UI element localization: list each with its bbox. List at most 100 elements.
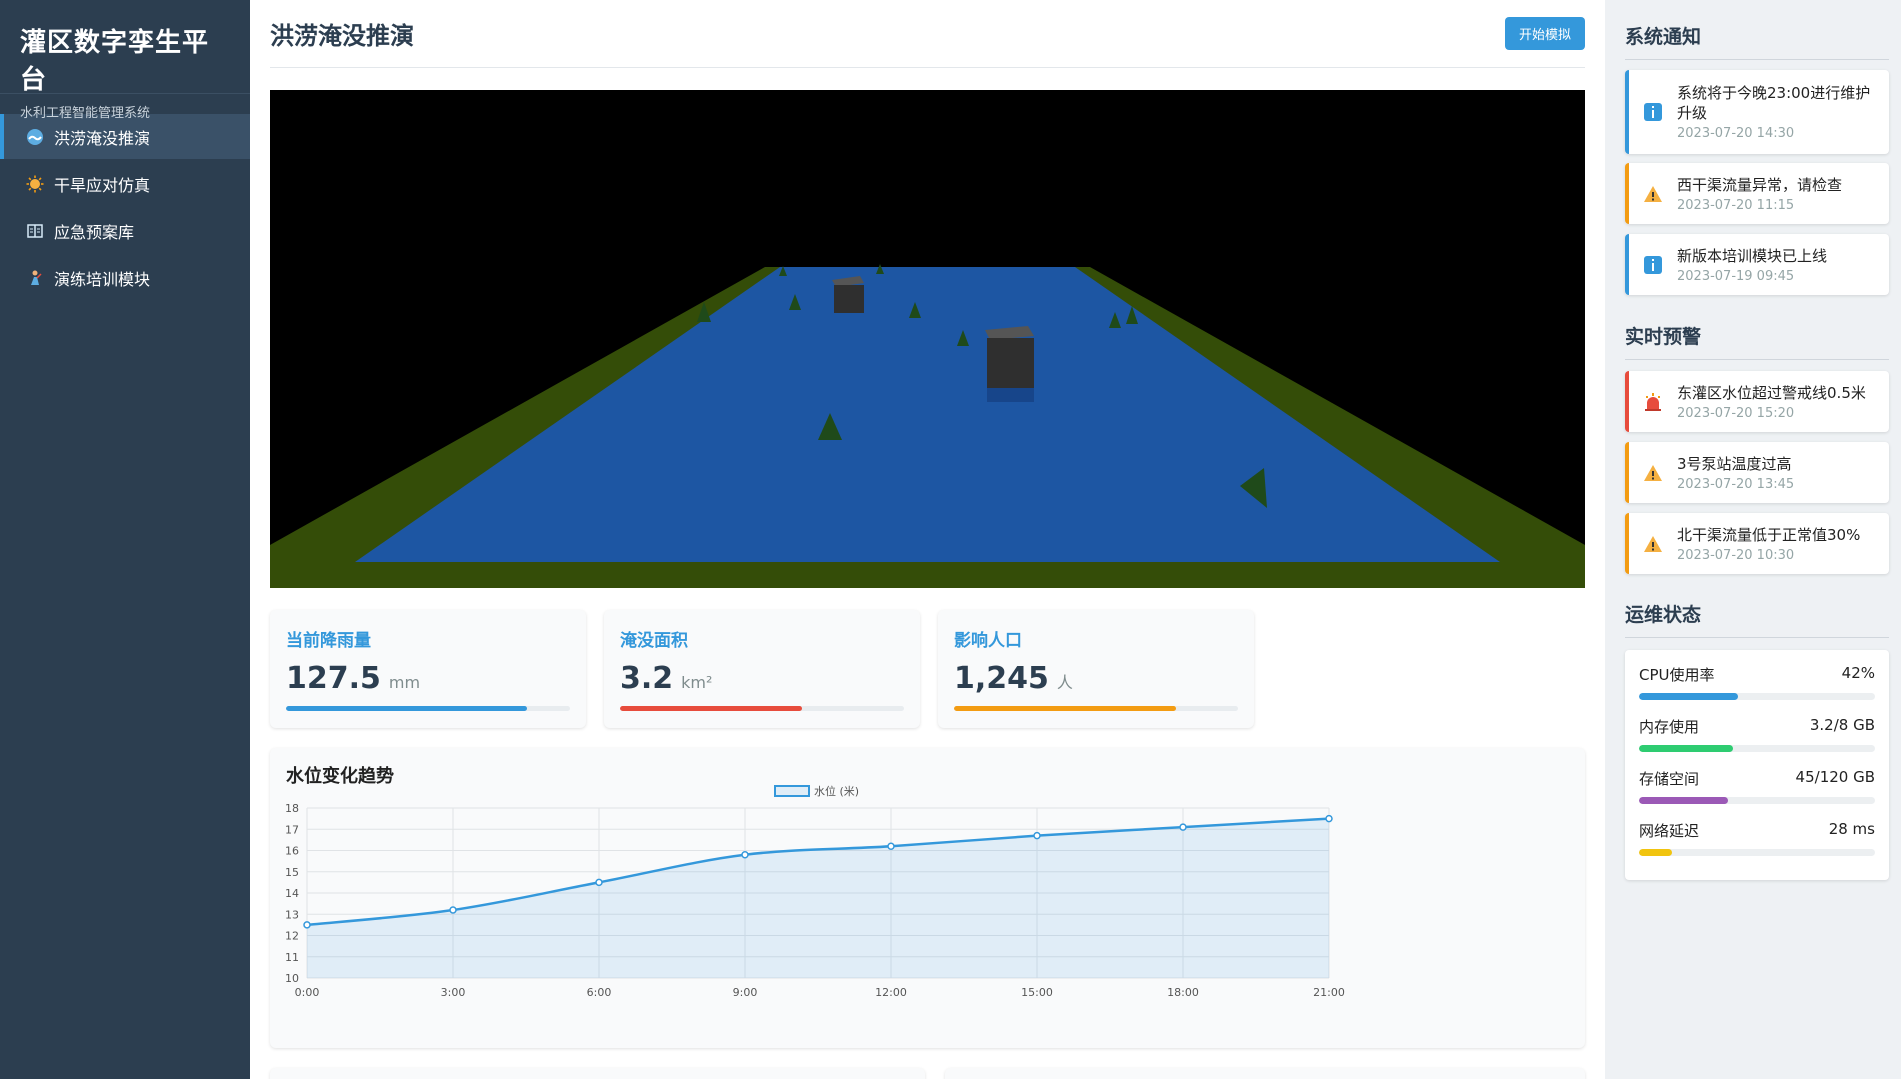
- y-tick-label: 14: [285, 887, 299, 900]
- stat-progress-bar: [620, 706, 904, 711]
- warning-icon: [1641, 534, 1665, 554]
- water-level-chart: 10 11 12 13 14 15 16 17 18 0:00 3:00 6:00 9:00 12:00 1…: [285, 784, 1345, 999]
- brand-title: 灌区数字孪生平台: [20, 28, 210, 95]
- sidebar-item-training[interactable]: 演练培训模块: [0, 255, 250, 300]
- alert-item[interactable]: 北干渠流量低于正常值30% 2023-07-20 10:30: [1625, 513, 1889, 574]
- sidebar-item-label: 演练培训模块: [54, 269, 151, 289]
- x-tick-label: 21:00: [1313, 986, 1345, 999]
- alert-text: 东灌区水位超过警戒线0.5米: [1677, 383, 1866, 402]
- sidebar-item-label: 应急预案库: [54, 222, 135, 242]
- y-tick-label: 11: [285, 951, 299, 964]
- y-tick-label: 13: [285, 908, 299, 921]
- y-tick-label: 10: [285, 972, 299, 985]
- stat-progress-bar: [954, 706, 1238, 711]
- stat-label: 当前降雨量: [286, 631, 371, 651]
- stat-value: 127.5: [286, 661, 381, 696]
- data-point: [1033, 831, 1041, 840]
- warning-icon: [1641, 463, 1665, 483]
- building-block: [832, 276, 864, 313]
- notice-item[interactable]: 系统将于今晚23:00进行维护升级 2023-07-20 14:30: [1625, 70, 1889, 154]
- data-point: [1325, 814, 1333, 823]
- data-point: [303, 921, 311, 929]
- start-simulation-button[interactable]: 开始模拟: [1504, 17, 1585, 50]
- stat-unit: km²: [681, 673, 713, 692]
- x-tick-label: 12:00: [875, 986, 907, 999]
- x-tick-label: 9:00: [733, 986, 758, 999]
- notice-time: 2023-07-20 11:15: [1677, 197, 1795, 213]
- warning-icon: [1641, 184, 1665, 204]
- alert-text: 3号泵站温度过高: [1677, 454, 1792, 473]
- ops-title: 运维状态: [1625, 600, 1889, 638]
- stats-row: 当前降雨量 127.5 mm 淹没面积 3.2 km² 影响人口 1,245 人: [270, 610, 1254, 728]
- y-tick-label: 17: [285, 823, 299, 836]
- siren-icon: [1641, 392, 1665, 412]
- notice-text: 西干渠流量异常，请检查: [1677, 175, 1843, 194]
- data-point: [887, 842, 895, 850]
- water-level-chart-card: 水位变化趋势 10 11 12 13 14 15 16 17 18 0:00 3:00 6:00 9:0…: [270, 748, 1585, 1048]
- alert-item[interactable]: 3号泵站温度过高 2023-07-20 13:45: [1625, 442, 1889, 503]
- ops-progress-fill: [1639, 693, 1739, 700]
- sidebar-item-flood[interactable]: 洪涝淹没推演: [0, 114, 250, 159]
- stat-card-rainfall: 当前降雨量 127.5 mm: [270, 610, 586, 728]
- flood-3d-viewport[interactable]: [270, 90, 1585, 588]
- stat-unit: 人: [1056, 673, 1073, 692]
- ops-value: 3.2/8 GB: [1809, 716, 1875, 734]
- page-header: 洪涝淹没推演 开始模拟: [270, 0, 1585, 68]
- legend-label: 水位 (米): [814, 784, 859, 798]
- series-area-water-level: [307, 818, 1329, 978]
- notice-time: 2023-07-19 09:45: [1677, 268, 1795, 284]
- x-tick-label: 15:00: [1021, 986, 1053, 999]
- sidebar-item-label: 干旱应对仿真: [54, 175, 151, 195]
- series-line-water-level: [306, 817, 1330, 927]
- data-point: [741, 851, 749, 859]
- alert-time: 2023-07-20 10:30: [1677, 547, 1795, 563]
- ops-progress-fill: [1639, 849, 1673, 856]
- trainer-icon: [24, 267, 46, 289]
- x-tick-label: 0:00: [295, 986, 320, 999]
- ops-progress-fill: [1639, 797, 1728, 804]
- ops-value: 42%: [1841, 664, 1875, 682]
- alert-item[interactable]: 东灌区水位超过警戒线0.5米 2023-07-20 15:20: [1625, 371, 1889, 432]
- notice-time: 2023-07-20 14:30: [1677, 126, 1795, 141]
- alerts-title: 实时预警: [1625, 322, 1889, 360]
- ops-label: CPU使用率: [1639, 666, 1715, 684]
- y-tick-label: 16: [285, 845, 299, 858]
- notices-title: 系统通知: [1625, 22, 1889, 60]
- notice-item[interactable]: 新版本培训模块已上线 2023-07-19 09:45: [1625, 234, 1889, 295]
- bottom-card-right: [945, 1068, 1585, 1079]
- stat-value: 3.2: [620, 661, 674, 696]
- info-icon: [1641, 255, 1665, 275]
- stat-progress-fill: [954, 706, 1176, 711]
- flood-water-surface: [355, 267, 1500, 562]
- building-block: [985, 326, 1034, 402]
- y-tick-label: 12: [285, 930, 299, 943]
- alert-time: 2023-07-20 13:45: [1677, 476, 1795, 492]
- ops-progress-bar: [1639, 745, 1875, 752]
- ops-label: 存储空间: [1639, 770, 1700, 788]
- stat-label: 影响人口: [954, 631, 1022, 651]
- stat-progress-fill: [286, 706, 528, 711]
- ops-progress-bar: [1639, 797, 1875, 804]
- legend-swatch: [774, 785, 810, 797]
- main-content: 洪涝淹没推演 开始模拟: [250, 0, 1605, 1079]
- x-tick-label: 3:00: [441, 986, 466, 999]
- ops-progress-bar: [1639, 849, 1875, 856]
- x-tick-label: 6:00: [587, 986, 612, 999]
- sidebar-item-label: 洪涝淹没推演: [54, 128, 151, 148]
- y-tick-label: 15: [285, 866, 299, 879]
- stat-progress-fill: [620, 706, 802, 711]
- ops-value: 28 ms: [1828, 820, 1875, 838]
- tree-markers: [697, 264, 1267, 508]
- ops-label: 内存使用: [1639, 718, 1700, 736]
- sidebar-nav: 洪涝淹没推演 干旱应对仿真 应急预案库 演练培训模块: [0, 114, 250, 300]
- notice-text: 新版本培训模块已上线: [1677, 246, 1828, 265]
- ops-label: 网络延迟: [1639, 822, 1700, 840]
- sidebar-item-plans[interactable]: 应急预案库: [0, 208, 250, 253]
- wave-icon: [24, 126, 46, 148]
- sidebar-item-drought[interactable]: 干旱应对仿真: [0, 161, 250, 206]
- ops-progress-fill: [1639, 745, 1734, 752]
- y-tick-label: 18: [285, 802, 299, 815]
- notice-item[interactable]: 西干渠流量异常，请检查 2023-07-20 11:15: [1625, 163, 1889, 224]
- stat-value: 1,245: [954, 661, 1049, 696]
- ops-row-storage: 存储空间 45/120 GB: [1639, 768, 1875, 804]
